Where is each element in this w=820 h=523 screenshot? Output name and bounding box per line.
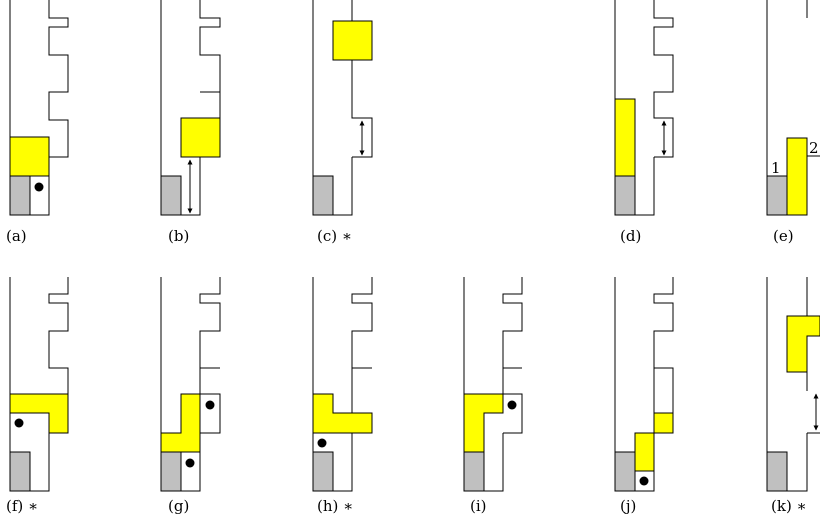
gray-block [312, 451, 334, 492]
yellow-piece [160, 393, 201, 453]
panel-h: (h) ∗ [312, 277, 373, 515]
panel-label: (i) [470, 497, 487, 515]
panel-label: (a) [6, 227, 27, 245]
gray-block [614, 451, 636, 492]
panel-label: (g) [168, 497, 189, 515]
dot-marker [185, 458, 195, 468]
panel-g: (g) [160, 277, 221, 515]
gray-block [463, 451, 485, 492]
yellow-piece [786, 137, 808, 216]
panel-i: (i) [463, 277, 523, 515]
corridor-outline [614, 0, 674, 216]
mark-2: 2 [809, 139, 819, 157]
corridor-outline [160, 277, 221, 492]
dot-marker [14, 418, 24, 428]
panel-k: (k) ∗ [766, 277, 820, 515]
yellow-piece [786, 315, 820, 373]
corridor-outline [614, 277, 674, 492]
yellow-piece [463, 393, 504, 453]
panel-j: (j) [614, 277, 674, 515]
panel-label: (d) [620, 227, 641, 245]
gray-block [9, 451, 31, 492]
corridor-outline [9, 277, 69, 492]
panel-label: (k) ∗ [771, 497, 807, 515]
panel-d: (d) [614, 0, 674, 245]
dot-marker [317, 438, 327, 448]
corridor-outline [160, 0, 221, 216]
dot-marker [34, 182, 44, 192]
yellow-piece [312, 393, 373, 434]
yellow-piece [180, 117, 221, 158]
panel-b: (b) [160, 0, 221, 245]
panel-label: (e) [773, 227, 794, 245]
panel-e: 1 2 (e) [766, 0, 820, 245]
yellow-piece [9, 136, 50, 177]
corridor-outline [463, 277, 523, 492]
gray-block [614, 175, 636, 216]
yellow-piece [614, 98, 636, 177]
panel-label: (c) ∗ [317, 227, 352, 245]
panel-label: (f) ∗ [6, 497, 38, 515]
gray-block [766, 175, 788, 216]
panel-label: (h) ∗ [317, 497, 353, 515]
panel-f: (f) ∗ [6, 277, 69, 515]
panel-c: (c) ∗ [312, 0, 373, 245]
panel-label: (j) [620, 497, 636, 515]
panel-label: (b) [168, 227, 189, 245]
corridor-outline [766, 0, 808, 216]
dot-marker [639, 476, 649, 486]
gray-block [766, 451, 788, 492]
panel-a: (a) [6, 0, 69, 245]
corridor-outline [766, 277, 820, 492]
yellow-piece [634, 412, 674, 472]
dot-marker [507, 400, 517, 410]
corridor-outline [312, 277, 373, 492]
gray-block [9, 175, 31, 216]
gray-block [312, 175, 334, 216]
corridor-outline [312, 0, 373, 216]
mark-1: 1 [771, 159, 781, 177]
corridor-outline [9, 0, 69, 216]
gray-block [160, 451, 182, 492]
dot-marker [205, 400, 215, 410]
yellow-piece [332, 20, 373, 61]
gray-block [160, 175, 182, 216]
